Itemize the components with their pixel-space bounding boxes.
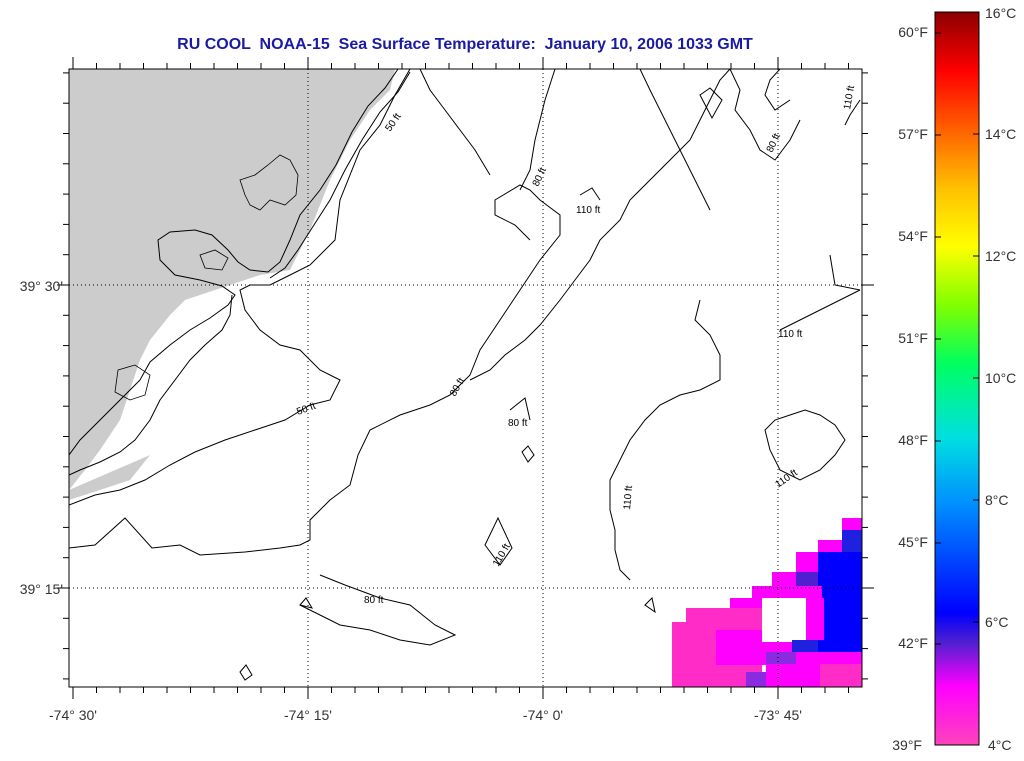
map-frame bbox=[68, 68, 863, 688]
colorbar-gradient bbox=[934, 11, 980, 746]
contour-label: 80 ft bbox=[364, 595, 384, 606]
tick-marks bbox=[57, 57, 874, 699]
contour-labels: 50 ft 50 ft 80 ft 80 ft 80 ft 80 ft 80 f… bbox=[295, 84, 857, 606]
lon-tick-label: -74° 0' bbox=[523, 707, 563, 723]
colorbar-c-label: 10°C bbox=[985, 370, 1016, 386]
lat-tick-label: 39° 15' bbox=[20, 581, 63, 597]
lon-tick-label: -74° 15' bbox=[284, 707, 332, 723]
contour-label: 110 ft bbox=[491, 542, 513, 569]
contour-label: 110 ft bbox=[622, 485, 635, 510]
colorbar-f-label: 51°F bbox=[898, 330, 928, 346]
coastline bbox=[69, 69, 399, 456]
colorbar-f-label: 60°F bbox=[898, 24, 928, 40]
colorbar-c-label: 4°C bbox=[988, 737, 1012, 753]
contour-label: 110 ft bbox=[576, 205, 600, 216]
contour-label: 80 ft bbox=[531, 166, 549, 188]
colorbar-f-label: 48°F bbox=[898, 432, 928, 448]
colorbar-f-label: 42°F bbox=[898, 635, 928, 651]
contour-label: 80 ft bbox=[448, 376, 467, 399]
map-title: RU COOL NOAA-15 Sea Surface Temperature:… bbox=[177, 36, 753, 53]
colorbar-c-label: 16°C bbox=[985, 5, 1016, 21]
colorbar-f-label: 57°F bbox=[898, 126, 928, 142]
depth-contours bbox=[69, 69, 861, 681]
colorbar-c-label: 14°C bbox=[985, 126, 1016, 142]
contour-label: 110 ft bbox=[778, 329, 802, 340]
contour-label: 110 ft bbox=[773, 467, 799, 490]
graticule bbox=[69, 69, 862, 687]
sst-pixels bbox=[672, 518, 862, 687]
colorbar: 60°F 57°F 54°F 51°F 48°F 45°F 42°F 39°F … bbox=[892, 5, 1016, 753]
lon-tick-label: -73° 45' bbox=[754, 707, 802, 723]
contour-label: 50 ft bbox=[383, 111, 403, 133]
colorbar-c-label: 6°C bbox=[985, 614, 1009, 630]
contour-label: 80 ft bbox=[508, 418, 528, 429]
colorbar-f-label: 45°F bbox=[898, 534, 928, 550]
colorbar-c-label: 12°C bbox=[985, 248, 1016, 264]
lon-tick-label: -74° 30' bbox=[49, 707, 97, 723]
contour-label: 50 ft bbox=[295, 401, 317, 418]
contour-label: 80 ft bbox=[765, 132, 783, 154]
colorbar-c-label: 8°C bbox=[985, 492, 1009, 508]
contour-label: 110 ft bbox=[842, 84, 857, 110]
colorbar-f-label: 39°F bbox=[892, 737, 922, 753]
map-panel bbox=[69, 69, 862, 687]
axis-labels: -74° 30' -74° 15' -74° 0' -73° 45' 39° 3… bbox=[20, 278, 802, 723]
lat-tick-label: 39° 30' bbox=[20, 278, 63, 294]
colorbar-f-label: 54°F bbox=[898, 228, 928, 244]
land-mass bbox=[69, 69, 395, 490]
